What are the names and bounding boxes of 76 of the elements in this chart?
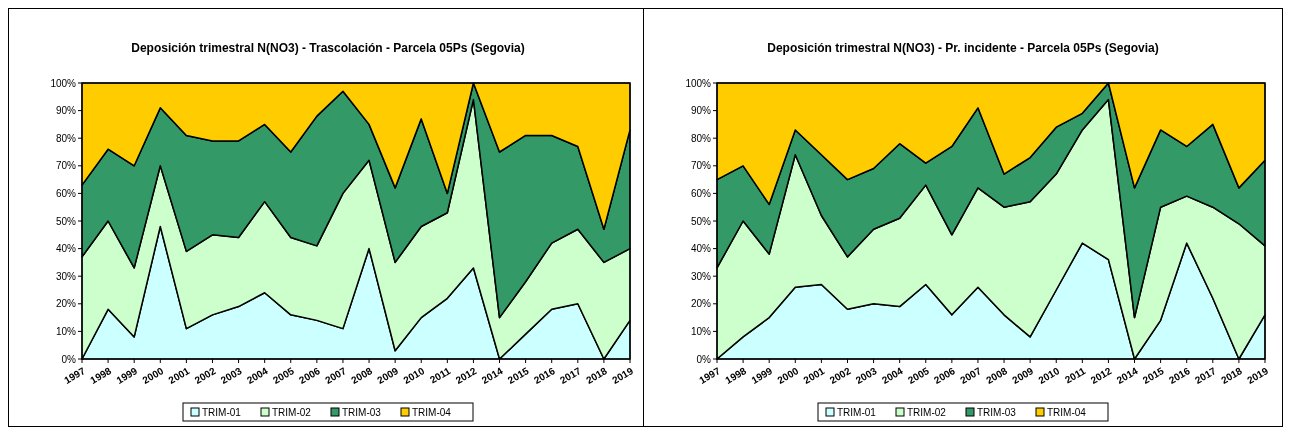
x-tick-label: 1997 bbox=[62, 364, 88, 386]
legend-label: TRIM-04 bbox=[1047, 406, 1087, 418]
x-tick-label: 2007 bbox=[323, 364, 349, 386]
x-tick-label: 2003 bbox=[218, 364, 244, 386]
x-tick-label: 2007 bbox=[958, 364, 984, 386]
x-tick-label: 2002 bbox=[827, 364, 853, 386]
y-tick-label: 70% bbox=[55, 160, 77, 172]
y-tick-label: 70% bbox=[690, 160, 712, 172]
x-tick-label: 2009 bbox=[1010, 364, 1036, 386]
y-tick-label: 90% bbox=[55, 105, 77, 117]
x-tick-label: 2004 bbox=[879, 364, 906, 386]
x-tick-label: 2009 bbox=[375, 364, 401, 386]
x-tick-label: 2006 bbox=[932, 364, 958, 386]
x-tick-label: 1999 bbox=[749, 364, 775, 386]
y-tick-label: 10% bbox=[690, 325, 712, 337]
x-tick-label: 2002 bbox=[192, 364, 218, 386]
y-tick-label: 60% bbox=[690, 187, 712, 199]
x-tick-label: 2006 bbox=[297, 364, 323, 386]
x-tick-label: 2010 bbox=[401, 364, 427, 386]
legend-label: TRIM-02 bbox=[907, 406, 947, 418]
x-tick-label: 2015 bbox=[505, 364, 531, 386]
x-tick-label: 2018 bbox=[1219, 364, 1245, 386]
y-tick-label: 50% bbox=[55, 215, 77, 227]
x-tick-label: 2012 bbox=[1088, 364, 1114, 386]
x-tick-label: 2015 bbox=[1140, 364, 1166, 386]
x-tick-label: 2003 bbox=[853, 364, 879, 386]
x-tick-label: 2014 bbox=[479, 364, 505, 386]
legend-label: TRIM-01 bbox=[837, 406, 877, 418]
chart-title: Deposición trimestral N(NO3) - Pr. incidente - Parcela 05Ps (Segovia) bbox=[767, 41, 1159, 55]
y-tick-label: 50% bbox=[690, 215, 712, 227]
x-tick-label: 2017 bbox=[1193, 364, 1219, 386]
x-tick-label: 2016 bbox=[531, 364, 558, 386]
y-tick-label: 80% bbox=[690, 132, 712, 144]
y-tick-label: 20% bbox=[55, 298, 77, 310]
y-tick-label: 40% bbox=[690, 243, 712, 255]
x-tick-label: 2005 bbox=[270, 364, 297, 386]
x-tick-label: 2011 bbox=[1063, 364, 1088, 386]
x-tick-label: 2005 bbox=[905, 364, 932, 386]
y-tick-label: 90% bbox=[690, 105, 712, 117]
x-tick-label: 2011 bbox=[428, 364, 453, 386]
y-tick-label: 30% bbox=[690, 270, 712, 282]
legend-label: TRIM-01 bbox=[202, 406, 242, 418]
x-tick-label: 1999 bbox=[114, 364, 140, 386]
x-tick-label: 2010 bbox=[1036, 364, 1062, 386]
y-tick-label: 60% bbox=[55, 187, 77, 199]
y-tick-label: 100% bbox=[685, 77, 712, 89]
y-tick-label: 20% bbox=[690, 298, 712, 310]
legend-label: TRIM-03 bbox=[977, 406, 1017, 418]
x-tick-label: 2018 bbox=[584, 364, 610, 386]
y-tick-label: 10% bbox=[55, 325, 77, 337]
x-tick-label: 2004 bbox=[244, 364, 271, 386]
x-tick-label: 2000 bbox=[775, 364, 801, 386]
x-tick-label: 2017 bbox=[558, 364, 584, 386]
x-tick-label: 2001 bbox=[801, 364, 827, 386]
x-tick-label: 2000 bbox=[140, 364, 166, 386]
legend-label: TRIM-04 bbox=[412, 406, 452, 418]
x-tick-label: 2008 bbox=[349, 364, 375, 386]
x-tick-label: 2008 bbox=[984, 364, 1010, 386]
x-tick-label: 2001 bbox=[166, 364, 192, 386]
chart-title: Deposición trimestral N(NO3) - Trascolación - Parcela 05Ps (Segovia) bbox=[131, 41, 525, 55]
x-tick-label: 2016 bbox=[1166, 364, 1193, 386]
x-tick-label: 2014 bbox=[1114, 364, 1140, 386]
y-tick-label: 0% bbox=[61, 353, 77, 365]
y-tick-label: 0% bbox=[696, 353, 712, 365]
legend-label: TRIM-02 bbox=[272, 406, 312, 418]
x-tick-label: 2019 bbox=[610, 364, 636, 386]
y-tick-label: 80% bbox=[55, 132, 77, 144]
x-tick-label: 1998 bbox=[723, 364, 749, 386]
x-tick-label: 1998 bbox=[88, 364, 114, 386]
y-tick-label: 30% bbox=[55, 270, 77, 282]
x-tick-label: 1997 bbox=[697, 364, 723, 386]
y-tick-label: 100% bbox=[50, 77, 77, 89]
y-tick-label: 40% bbox=[55, 243, 77, 255]
legend-label: TRIM-03 bbox=[342, 406, 382, 418]
x-tick-label: 2019 bbox=[1245, 364, 1271, 386]
x-tick-label: 2012 bbox=[453, 364, 479, 386]
